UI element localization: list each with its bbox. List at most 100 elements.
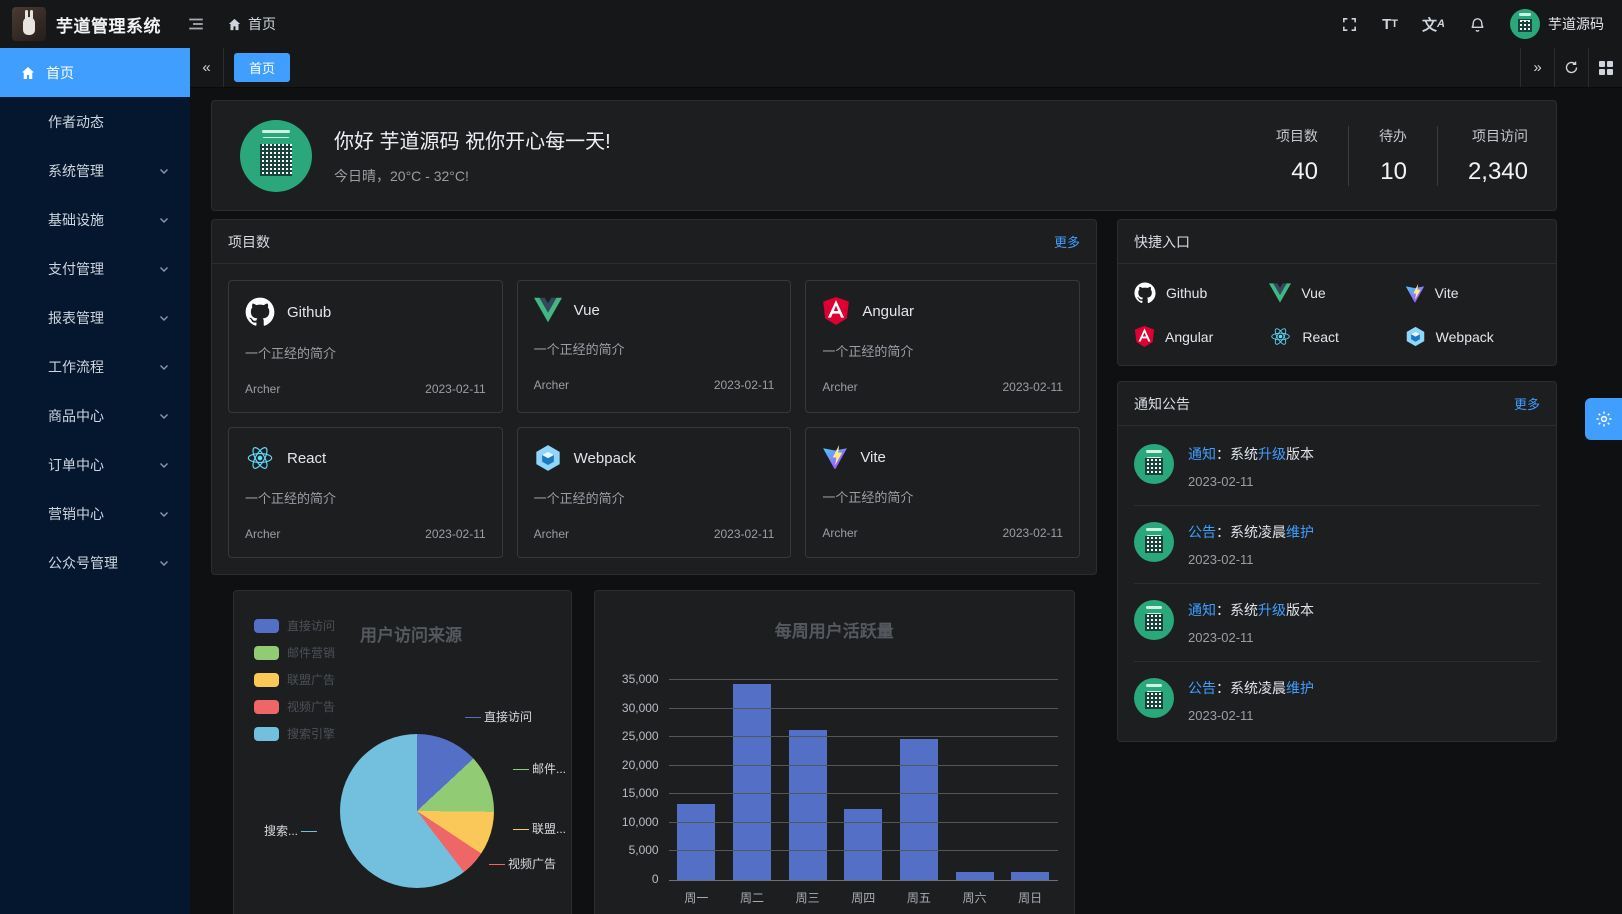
notices-more-link[interactable]: 更多 <box>1513 397 1540 412</box>
shortcuts-card: 快捷入口 Github Vue Vite Angular React Webpa… <box>1117 219 1557 366</box>
github-icon <box>1134 282 1156 304</box>
bar-plot: 0 5,000 10,000 15,000 20,000 25,000 30,000 35,0… <box>622 672 1058 886</box>
github-icon <box>245 297 275 327</box>
vite-icon <box>822 444 848 471</box>
y-axis-tick: 25,000 <box>621 729 659 744</box>
pie-chart-title: 用户访问来源 <box>360 626 462 645</box>
webpack-icon <box>1405 326 1426 347</box>
gridline <box>668 821 1058 823</box>
weather-text: 今日晴，20°C - 32°C! <box>334 168 469 184</box>
chevron-down-icon <box>158 312 170 324</box>
shortcut-react[interactable]: React <box>1269 326 1404 347</box>
bell-icon[interactable] <box>1469 16 1486 33</box>
home-icon <box>20 65 36 81</box>
settings-drawer-button[interactable] <box>1585 398 1622 440</box>
y-axis-tick: 30,000 <box>621 700 659 715</box>
y-axis-tick: 15,000 <box>621 786 659 801</box>
chevron-down-icon <box>158 459 170 471</box>
legend-item[interactable]: 搜索引擎 <box>254 725 335 742</box>
notice-item[interactable]: 通知：系统升级版本 2023-02-11 <box>1134 428 1540 506</box>
notice-date: 2023-02-11 <box>1188 552 1254 567</box>
breadcrumb[interactable]: 首页 <box>227 14 276 34</box>
pie-circle <box>340 734 494 888</box>
gridline <box>668 793 1058 795</box>
menu-collapse-icon[interactable] <box>187 15 205 33</box>
chevron-down-icon <box>158 165 170 177</box>
pie-callout: 邮件... <box>510 760 566 777</box>
project-card-angular[interactable]: Angular 一个正经的简介 Archer 2023-02-11 <box>805 280 1080 413</box>
sidebar-item-product[interactable]: 商品中心 <box>0 391 190 440</box>
refresh-icon[interactable] <box>1554 48 1588 87</box>
app-logo <box>12 7 46 41</box>
sidebar-item-wechat-mp[interactable]: 公众号管理 <box>0 538 190 587</box>
legend-item[interactable]: 直接访问 <box>254 617 335 634</box>
project-card-vite[interactable]: Vite 一个正经的简介 Archer 2023-02-11 <box>805 427 1080 558</box>
pie-callout: 联盟... <box>510 820 566 837</box>
sidebar-item-infra[interactable]: 基础设施 <box>0 195 190 244</box>
gridline <box>668 679 1058 680</box>
vite-icon <box>1405 283 1425 304</box>
user-menu[interactable]: 芋道源码 <box>1510 9 1604 39</box>
sidebar-item-system[interactable]: 系统管理 <box>0 146 190 195</box>
legend-item[interactable]: 联盟广告 <box>254 671 335 688</box>
notice-title: 通知：系统升级版本 <box>1188 602 1314 618</box>
stat-projects: 项目数 40 <box>1275 127 1318 185</box>
home-icon <box>227 17 242 32</box>
shortcut-github[interactable]: Github <box>1134 282 1269 304</box>
vue-icon <box>533 297 562 323</box>
chevron-down-icon <box>158 361 170 373</box>
vue-icon <box>1269 283 1292 303</box>
x-axis-label: 周四 <box>851 891 876 905</box>
bar-x-axis-labels: 周一 周二 周三 周四 周五 周六 周日 <box>669 889 1058 906</box>
sidebar-item-order[interactable]: 订单中心 <box>0 440 190 489</box>
sidebar: 首页 作者动态 系统管理 基础设施 支付管理 报表管理 工作流程 商品中心 <box>0 48 190 914</box>
profile-avatar <box>240 119 312 192</box>
legend-swatch <box>254 672 279 687</box>
bar-chart-card: 每周用户活跃量 0 5,000 10,000 15,000 20,000 25,000 30… <box>593 590 1075 914</box>
notice-date: 2023-02-11 <box>1188 630 1254 645</box>
shortcuts-card-title: 快捷入口 <box>1134 233 1190 250</box>
bar <box>1011 872 1050 880</box>
project-author: Archer <box>822 380 858 394</box>
sidebar-item-workflow[interactable]: 工作流程 <box>0 342 190 391</box>
layout-grid-icon[interactable] <box>1588 48 1622 87</box>
shortcut-vue[interactable]: Vue <box>1269 282 1404 304</box>
user-avatar <box>1510 9 1540 39</box>
projects-more-link[interactable]: 更多 <box>1053 235 1080 250</box>
shortcut-webpack[interactable]: Webpack <box>1405 326 1540 347</box>
notice-item[interactable]: 通知：系统升级版本 2023-02-11 <box>1134 584 1540 662</box>
gridline <box>668 850 1058 852</box>
tab-bar: « 首页 » <box>190 48 1622 88</box>
project-card-vue[interactable]: Vue 一个正经的简介 Archer 2023-02-11 <box>516 280 792 413</box>
notice-title: 通知：系统升级版本 <box>1188 446 1314 462</box>
project-date: 2023-02-11 <box>713 527 775 541</box>
project-card-github[interactable]: Github 一个正经的简介 Archer 2023-02-11 <box>228 280 503 413</box>
stat-todo: 待办 10 <box>1347 125 1437 186</box>
sidebar-item-payment[interactable]: 支付管理 <box>0 244 190 293</box>
tabs-scroll-left-button[interactable]: « <box>190 48 224 87</box>
sidebar-item-home[interactable]: 首页 <box>0 48 190 97</box>
legend-item[interactable]: 邮件营销 <box>254 644 335 661</box>
shortcut-angular[interactable]: Angular <box>1134 326 1269 347</box>
tab-home[interactable]: 首页 <box>234 53 291 82</box>
sidebar-item-report[interactable]: 报表管理 <box>0 293 190 342</box>
bar <box>955 872 994 880</box>
legend-swatch <box>254 699 279 714</box>
gridline <box>668 736 1058 738</box>
notice-item[interactable]: 公告：系统凌晨维护 2023-02-11 <box>1134 662 1540 739</box>
notice-item[interactable]: 公告：系统凌晨维护 2023-02-11 <box>1134 506 1540 584</box>
project-card-webpack[interactable]: Webpack 一个正经的简介 Archer 2023-02-11 <box>516 427 792 558</box>
legend-item[interactable]: 视频广告 <box>254 698 335 715</box>
shortcut-vite[interactable]: Vite <box>1405 282 1540 304</box>
tabs-scroll-right-button[interactable]: » <box>1520 48 1554 87</box>
x-axis-label: 周二 <box>740 891 765 905</box>
sidebar-item-author-news[interactable]: 作者动态 <box>48 113 104 130</box>
fullscreen-icon[interactable] <box>1341 16 1358 33</box>
x-axis-label: 周五 <box>906 891 931 905</box>
sidebar-item-marketing[interactable]: 营销中心 <box>0 489 190 538</box>
project-card-react[interactable]: React 一个正经的简介 Archer 2023-02-11 <box>228 427 503 558</box>
notices-card-title: 通知公告 <box>1134 395 1190 412</box>
